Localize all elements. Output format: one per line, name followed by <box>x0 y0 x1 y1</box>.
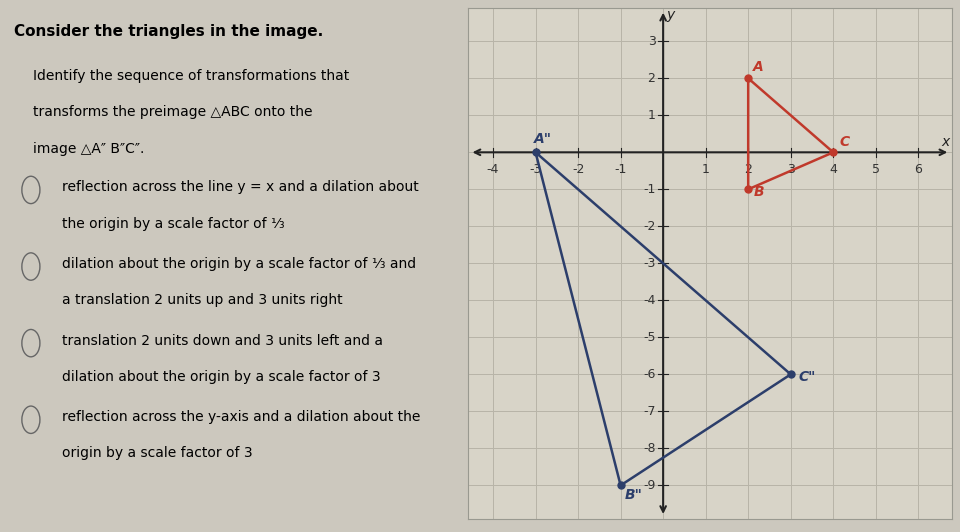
Text: origin by a scale factor of 3: origin by a scale factor of 3 <box>61 446 252 460</box>
Text: -8: -8 <box>643 442 656 455</box>
Text: -9: -9 <box>643 479 656 492</box>
Text: -1: -1 <box>643 183 656 196</box>
Text: 5: 5 <box>872 163 879 176</box>
Text: the origin by a scale factor of ¹⁄₃: the origin by a scale factor of ¹⁄₃ <box>61 217 284 230</box>
Text: 4: 4 <box>829 163 837 176</box>
Text: 3: 3 <box>648 35 656 48</box>
Text: 2: 2 <box>744 163 752 176</box>
Text: -6: -6 <box>643 368 656 381</box>
Text: C": C" <box>799 370 816 384</box>
Text: -7: -7 <box>643 405 656 418</box>
Text: -2: -2 <box>643 220 656 233</box>
Text: -2: -2 <box>572 163 585 176</box>
Text: a translation 2 units up and 3 units right: a translation 2 units up and 3 units rig… <box>61 293 343 307</box>
Text: transforms the preimage △ABC onto the: transforms the preimage △ABC onto the <box>34 105 313 119</box>
Text: Identify the sequence of transformations that: Identify the sequence of transformations… <box>34 69 349 83</box>
Text: A: A <box>754 60 764 74</box>
Text: reflection across the line y = x and a dilation about: reflection across the line y = x and a d… <box>61 180 419 194</box>
Text: 6: 6 <box>914 163 923 176</box>
Text: image △A″ B″C″.: image △A″ B″C″. <box>34 142 145 155</box>
Text: -4: -4 <box>487 163 499 176</box>
Text: C: C <box>840 135 850 149</box>
Text: Consider the triangles in the image.: Consider the triangles in the image. <box>14 24 324 39</box>
Text: A": A" <box>534 131 551 146</box>
Text: -3: -3 <box>643 257 656 270</box>
Text: 1: 1 <box>648 109 656 122</box>
Text: -1: -1 <box>614 163 627 176</box>
Text: -5: -5 <box>643 331 656 344</box>
Text: -4: -4 <box>643 294 656 307</box>
Text: dilation about the origin by a scale factor of ¹⁄₃ and: dilation about the origin by a scale fac… <box>61 257 416 271</box>
Text: B: B <box>754 185 764 198</box>
Text: -3: -3 <box>529 163 541 176</box>
Text: B": B" <box>625 488 643 502</box>
Text: y: y <box>666 7 675 22</box>
Text: x: x <box>942 135 950 149</box>
Text: 1: 1 <box>702 163 709 176</box>
Text: translation 2 units down and 3 units left and a: translation 2 units down and 3 units lef… <box>61 334 383 347</box>
Text: dilation about the origin by a scale factor of 3: dilation about the origin by a scale fac… <box>61 370 380 384</box>
Text: 3: 3 <box>787 163 795 176</box>
Text: 2: 2 <box>648 72 656 85</box>
Text: reflection across the y-axis and a dilation about the: reflection across the y-axis and a dilat… <box>61 410 420 424</box>
